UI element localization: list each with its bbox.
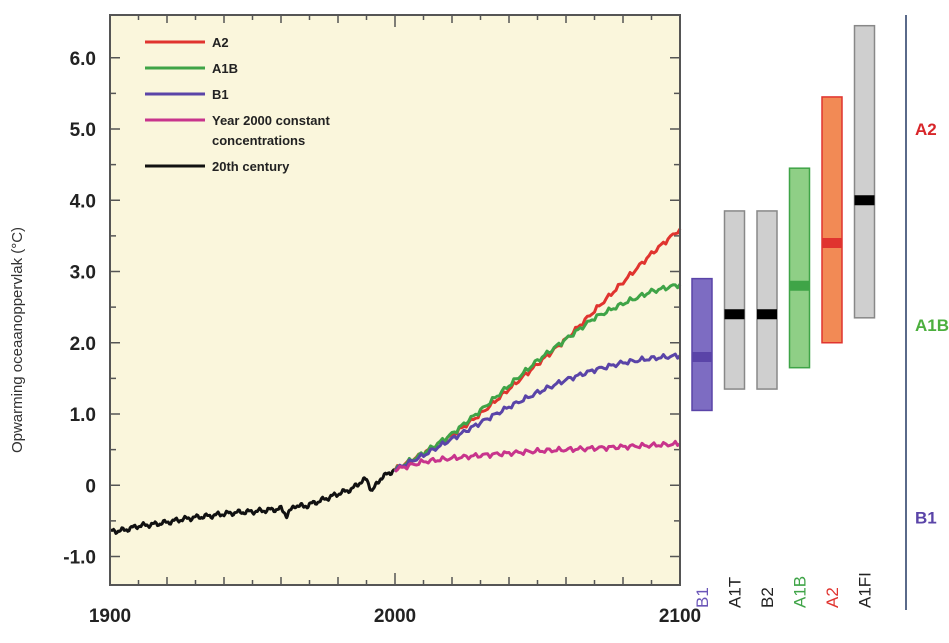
y-tick-label: 4.0 — [70, 191, 96, 212]
series-line — [109, 468, 396, 535]
range-bar — [723, 210, 746, 390]
range-label: B1 — [693, 587, 712, 608]
legend-label: 20th century — [212, 159, 290, 174]
range-label: B2 — [758, 587, 777, 608]
best-estimate-mark — [692, 352, 712, 362]
range-bar — [691, 277, 713, 412]
side-label: A1B — [915, 316, 949, 335]
x-tick-label: 1900 — [89, 606, 131, 627]
series-line — [393, 352, 682, 473]
legend-label: A2 — [212, 35, 229, 50]
scenario-ranges: B1 A1T B2 A1B A2 A1FI — [691, 24, 876, 608]
y-tick-label: 3.0 — [70, 263, 96, 284]
y-tick-label: 6.0 — [70, 49, 96, 70]
best-estimate-mark — [822, 238, 842, 248]
best-estimate-mark — [757, 309, 777, 320]
side-labels: A2 A1B B1 — [915, 120, 949, 527]
range-label: A1FI — [856, 572, 875, 608]
side-label: A2 — [915, 120, 937, 139]
range-bar — [821, 96, 843, 344]
legend-label: concentrations — [212, 133, 305, 148]
side-label: B1 — [915, 508, 937, 527]
range-bar — [756, 210, 778, 390]
y-tick-label: 1.0 — [70, 405, 96, 426]
best-estimate-mark — [724, 309, 745, 320]
legend: A2 A1B B1 Year 2000 constant concentrations 2… — [145, 35, 330, 174]
x-tick-label: 2100 — [659, 606, 701, 627]
series-layer — [109, 228, 682, 535]
range-bar — [788, 167, 811, 369]
legend-label: A1B — [212, 61, 238, 76]
x-tick-labels: 1900 2000 2100 — [89, 606, 701, 627]
y-tick-label: 5.0 — [70, 120, 96, 141]
best-estimate-mark — [789, 280, 810, 291]
range-label: A2 — [823, 587, 842, 608]
x-tick-label: 2000 — [374, 606, 416, 627]
y-tick-label: 0 — [85, 476, 96, 497]
range-label: A1B — [791, 576, 810, 608]
y-tick-label: -1.0 — [63, 548, 96, 569]
legend-label: Year 2000 constant — [212, 113, 330, 128]
y-tick-labels: 6.0 5.0 4.0 3.0 2.0 1.0 0 -1.0 — [63, 49, 96, 569]
y-tick-label: 2.0 — [70, 334, 96, 355]
plot-background — [110, 15, 680, 585]
series-line — [393, 283, 682, 473]
y-axis-title: Opwarming oceaanoppervlak (°C) — [9, 227, 26, 453]
best-estimate-mark — [854, 195, 875, 206]
range-label: A1T — [726, 577, 745, 608]
range-bar — [853, 24, 876, 319]
series-line — [394, 439, 681, 473]
plot-frame — [109, 14, 681, 586]
legend-label: B1 — [212, 87, 229, 102]
